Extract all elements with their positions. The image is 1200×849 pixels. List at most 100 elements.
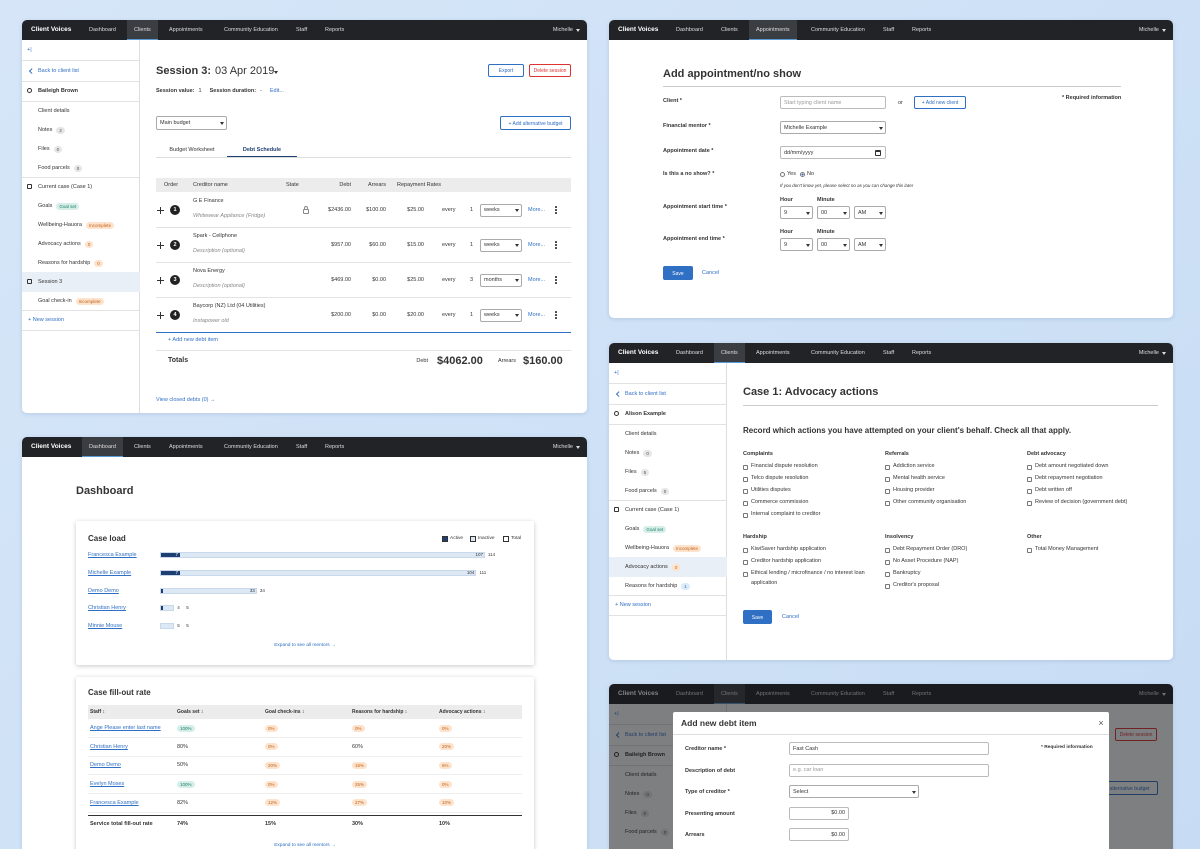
sidebar-item[interactable]: Wellbeing-Hauora Incomplete <box>38 220 114 230</box>
minute-select[interactable] <box>817 238 850 251</box>
mentor-select[interactable] <box>780 121 886 134</box>
mentor-link[interactable]: Michelle Example <box>88 569 132 576</box>
amount-input[interactable] <box>789 828 849 841</box>
staff-link[interactable]: Ange Please enter last name <box>90 725 161 731</box>
sidebar-item[interactable]: Notes 2 <box>38 125 65 135</box>
period-select[interactable] <box>480 308 522 322</box>
period-select[interactable] <box>480 273 522 287</box>
text-input[interactable] <box>789 763 989 777</box>
nav-item[interactable]: Community Education <box>811 350 865 356</box>
add-budget-button[interactable]: + Add alternative budget <box>500 116 571 130</box>
sidebar-item[interactable]: Goal check-in Incomplete <box>38 296 104 306</box>
nav-item[interactable]: Dashboard <box>676 27 703 33</box>
sidebar-item[interactable]: Reasons for hardship 1 <box>625 581 690 591</box>
sidebar-item[interactable]: Client details <box>38 106 70 116</box>
new-session-link[interactable]: + New session <box>28 317 64 323</box>
nav-item[interactable]: Dashboard <box>676 350 703 356</box>
period-select[interactable] <box>480 203 522 217</box>
checkbox[interactable] <box>743 547 748 553</box>
budget-select[interactable] <box>156 116 227 130</box>
nav-item[interactable]: Dashboard <box>89 27 116 33</box>
sidebar-item[interactable]: Client details <box>625 429 657 439</box>
staff-link[interactable]: Christian Henry <box>90 743 128 750</box>
checkbox[interactable] <box>885 464 890 470</box>
more-link[interactable]: More... <box>528 312 546 318</box>
collapse-toggle[interactable]: +| <box>27 47 32 53</box>
nav-item[interactable]: Reports <box>325 444 345 450</box>
mentor-link[interactable]: Demo Demo <box>88 587 119 594</box>
checkbox[interactable] <box>1027 500 1032 506</box>
nav-item[interactable]: Reports <box>912 27 932 33</box>
staff-link[interactable]: Evelyn Moses <box>90 781 125 788</box>
export-button[interactable]: Export <box>488 64 524 77</box>
checkbox[interactable] <box>743 476 748 482</box>
nav-item[interactable]: Community Education <box>224 27 278 33</box>
checkbox[interactable] <box>885 571 890 577</box>
cancel-link[interactable]: Cancel <box>702 270 720 276</box>
checkbox[interactable] <box>1027 464 1032 470</box>
amount-input[interactable] <box>789 806 849 820</box>
cancel-link[interactable]: Cancel <box>782 614 800 620</box>
mentor-link[interactable]: Christian Henry <box>88 605 126 612</box>
checkbox[interactable] <box>885 583 890 589</box>
checkbox[interactable] <box>743 488 748 494</box>
mentor-link[interactable]: Minnie Mouse <box>88 623 123 630</box>
ampm-select[interactable] <box>854 206 886 219</box>
closed-debts-link[interactable]: View closed debts (0) → <box>156 397 216 403</box>
checkbox[interactable] <box>743 500 748 506</box>
staff-link[interactable]: Demo Demo <box>90 762 121 769</box>
nav-item[interactable]: Reports <box>325 27 345 33</box>
checkbox[interactable] <box>1027 488 1032 494</box>
nav-item[interactable]: Staff <box>296 444 308 450</box>
date-input[interactable] <box>780 146 886 159</box>
text-input[interactable] <box>789 742 989 755</box>
checkbox[interactable] <box>743 512 748 518</box>
nav-item[interactable]: Clients <box>714 343 745 363</box>
hour-select[interactable] <box>780 238 813 251</box>
checkbox[interactable] <box>885 476 890 482</box>
user-menu[interactable]: Michelle <box>1138 350 1159 356</box>
save-button[interactable]: Save <box>663 266 693 280</box>
sidebar-item[interactable]: Goals Goal set <box>625 524 667 534</box>
user-menu[interactable]: Michelle <box>552 27 573 33</box>
nav-item[interactable]: Staff <box>883 350 895 356</box>
type-select[interactable] <box>789 785 919 798</box>
more-link[interactable]: More... <box>528 277 546 283</box>
back-link[interactable]: Back to client list <box>38 68 79 74</box>
checkbox[interactable] <box>743 464 748 470</box>
sidebar-item[interactable]: Advocacy actions 0 <box>625 562 681 572</box>
sidebar-item[interactable]: Advocacy actions 0 <box>38 239 94 249</box>
delete-session-button[interactable]: Delete session <box>529 64 571 77</box>
more-link[interactable]: More... <box>528 207 546 213</box>
checkbox[interactable] <box>885 559 890 565</box>
nav-item[interactable]: Appointments <box>749 20 797 40</box>
nav-item[interactable]: Clients <box>127 20 158 40</box>
new-session-link[interactable]: + New session <box>615 602 651 608</box>
checkbox[interactable] <box>885 488 890 494</box>
sidebar-item[interactable]: Reasons for hardship 0 <box>38 258 103 268</box>
checkbox[interactable] <box>885 500 890 506</box>
checkbox[interactable] <box>1027 547 1032 553</box>
nav-item[interactable]: Clients <box>134 444 151 450</box>
user-menu[interactable]: Michelle <box>552 444 573 450</box>
back-link[interactable]: Back to client list <box>625 391 666 397</box>
client-input[interactable] <box>780 96 886 109</box>
nav-item[interactable]: Staff <box>883 27 895 33</box>
checkbox[interactable] <box>743 571 748 577</box>
nav-item[interactable]: Appointments <box>756 350 790 356</box>
radio[interactable] <box>800 171 805 177</box>
tab[interactable]: Debt Schedule <box>242 147 282 153</box>
nav-item[interactable]: Appointments <box>169 27 203 33</box>
radio[interactable] <box>780 171 785 177</box>
close-button[interactable]: × <box>1098 718 1104 728</box>
period-select[interactable] <box>480 238 522 252</box>
expand-link[interactable]: Expand to see all mentors → <box>274 843 336 848</box>
nav-item[interactable]: Community Education <box>811 27 865 33</box>
collapse-toggle[interactable]: +| <box>614 370 619 376</box>
checkbox[interactable] <box>743 559 748 565</box>
checkbox[interactable] <box>885 547 890 553</box>
